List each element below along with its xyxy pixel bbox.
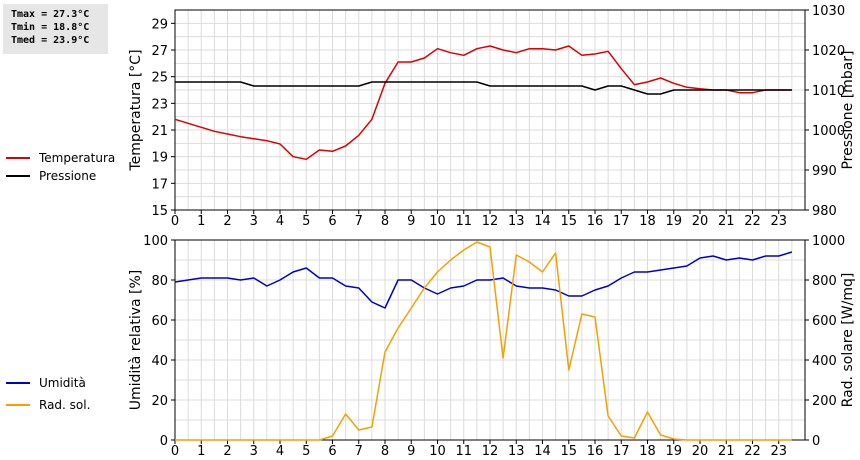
- x-tick-label: 1: [197, 444, 205, 459]
- y-tick-label-right: 1000: [812, 124, 845, 139]
- x-tick-label: 8: [381, 214, 389, 229]
- x-tick-label: 7: [355, 444, 363, 459]
- chart-panel-2: 0 1 2 3 4 5 6 7 8 9 10 11 12 13 14 15 16 17 18 19 20 21 22 2302…: [6, 234, 856, 459]
- y-axis-title-left: Temperatura [°C]: [128, 49, 144, 171]
- x-tick-label: 17: [613, 214, 630, 229]
- tmed-label: Tmed = 23.9°C: [11, 35, 90, 46]
- x-tick-label: 18: [639, 214, 656, 229]
- x-tick-label: 22: [744, 214, 761, 229]
- y-tick-label-left: 80: [151, 274, 168, 289]
- x-tick-label: 17: [613, 444, 630, 459]
- x-tick-label: 15: [560, 214, 577, 229]
- y-tick-label-right: 990: [812, 164, 837, 179]
- y-tick-label-left: 27: [151, 44, 168, 59]
- x-tick-label: 15: [560, 444, 577, 459]
- x-tick-label: 11: [455, 214, 472, 229]
- y-tick-label-left: 17: [151, 177, 168, 192]
- legend-label: Umidità: [39, 376, 86, 390]
- y-tick-label-right: 1010: [812, 84, 845, 99]
- x-tick-label: 13: [508, 214, 525, 229]
- stats-box: Tmax = 27.3°C Tmin = 18.8°C Tmed = 23.9°…: [3, 4, 108, 54]
- tmax-label: Tmax = 27.3°C: [11, 9, 90, 20]
- series-line-rad-sol-: [175, 241, 792, 441]
- x-tick-label: 3: [250, 214, 258, 229]
- x-tick-label: 12: [482, 214, 499, 229]
- y-tick-label-left: 29: [151, 17, 168, 32]
- x-tick-label: 14: [534, 214, 551, 229]
- y-axis-title-left: Umidità relativa [%]: [128, 270, 144, 411]
- y-tick-label-right: 1000: [812, 234, 845, 249]
- x-tick-label: 19: [665, 444, 682, 459]
- x-tick-label: 2: [223, 214, 231, 229]
- x-tick-label: 19: [665, 214, 682, 229]
- series-line-pressione: [175, 81, 792, 95]
- y-tick-label-left: 0: [160, 434, 168, 449]
- chart-panel-1: 0 1 2 3 4 5 6 7 8 9 10 11 12 13 14 15 16 17 18 19 20 21 22 2315…: [6, 4, 856, 229]
- y-tick-label-left: 21: [151, 124, 168, 139]
- y-tick-label-right: 0: [812, 434, 820, 449]
- x-tick-label: 21: [718, 214, 735, 229]
- series-line-temperatura: [174, 45, 792, 161]
- x-tick-label: 9: [407, 214, 415, 229]
- x-tick-label: 1: [197, 214, 205, 229]
- y-tick-label-right: 600: [812, 314, 837, 329]
- x-tick-label: 14: [534, 444, 551, 459]
- x-tick-label: 8: [381, 444, 389, 459]
- x-tick-label: 12: [482, 444, 499, 459]
- y-tick-label-left: 20: [151, 394, 168, 409]
- x-tick-label: 9: [407, 444, 415, 459]
- y-tick-label-left: 23: [151, 97, 168, 112]
- x-tick-label: 4: [276, 214, 284, 229]
- y-tick-label-left: 25: [151, 71, 168, 86]
- x-tick-label: 16: [587, 214, 604, 229]
- y-tick-label-right: 1030: [812, 4, 845, 19]
- y-tick-label-right: 800: [812, 274, 837, 289]
- x-tick-label: 5: [302, 214, 310, 229]
- x-tick-label: 23: [770, 214, 787, 229]
- x-tick-label: 5: [302, 444, 310, 459]
- x-tick-label: 6: [328, 444, 336, 459]
- x-tick-label: 7: [355, 214, 363, 229]
- x-tick-label: 10: [429, 444, 446, 459]
- y-tick-label-left: 60: [151, 314, 168, 329]
- y-tick-label-left: 19: [151, 151, 168, 166]
- x-tick-label: 13: [508, 444, 525, 459]
- y-tick-label-right: 400: [812, 354, 837, 369]
- series-line-umidit-: [174, 251, 793, 309]
- x-tick-label: 4: [276, 444, 284, 459]
- y-tick-label-left: 40: [151, 354, 168, 369]
- x-tick-label: 3: [250, 444, 258, 459]
- x-tick-label: 0: [171, 214, 179, 229]
- x-tick-label: 18: [639, 444, 656, 459]
- y-axis-title-right: Pressione [mbar]: [840, 50, 856, 169]
- y-axis-title-right: Rad. solare [W/mq]: [840, 273, 856, 408]
- legend-label: Temperatura: [38, 151, 115, 165]
- x-tick-label: 11: [455, 444, 472, 459]
- x-tick-label: 2: [223, 444, 231, 459]
- y-tick-label-right: 980: [812, 204, 837, 219]
- x-tick-label: 10: [429, 214, 446, 229]
- y-tick-label-right: 1020: [812, 44, 845, 59]
- x-tick-label: 20: [692, 444, 709, 459]
- legend-label: Pressione: [39, 169, 96, 183]
- tmin-label: Tmin = 18.8°C: [11, 22, 90, 33]
- x-tick-label: 0: [171, 444, 179, 459]
- x-tick-label: 6: [328, 214, 336, 229]
- x-tick-label: 22: [744, 444, 761, 459]
- x-tick-label: 23: [770, 444, 787, 459]
- legend-label: Rad. sol.: [39, 398, 90, 412]
- y-tick-label-right: 200: [812, 394, 837, 409]
- x-tick-label: 20: [692, 214, 709, 229]
- x-tick-label: 21: [718, 444, 735, 459]
- y-tick-label-left: 100: [143, 234, 168, 249]
- y-tick-label-left: 15: [151, 204, 168, 219]
- x-tick-label: 16: [587, 444, 604, 459]
